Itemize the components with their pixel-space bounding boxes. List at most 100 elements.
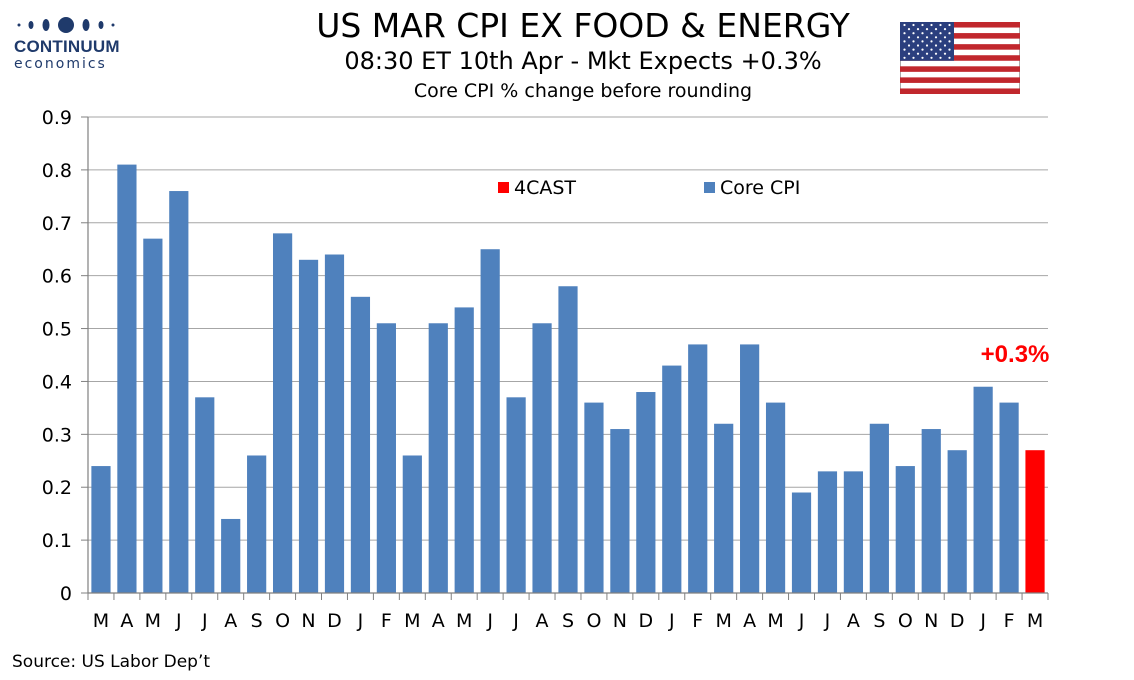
y-tick-label: 0.4 <box>42 371 72 393</box>
core-cpi-bar <box>688 344 708 593</box>
core-cpi-bar <box>195 397 215 593</box>
x-tick-label: S <box>873 610 885 632</box>
chart-title: US MAR CPI EX FOOD & ENERGY <box>316 6 850 45</box>
y-tick-label: 0.9 <box>42 107 72 129</box>
core-cpi-bar <box>584 402 604 593</box>
x-tick-label: M <box>93 610 109 632</box>
core-cpi-bar <box>117 164 137 593</box>
x-tick-label: A <box>120 610 133 632</box>
core-cpi-bar <box>350 296 371 593</box>
x-tick-label: A <box>536 610 549 632</box>
core-cpi-bar <box>247 455 267 593</box>
x-tick-label: M <box>145 610 161 632</box>
logo-dots-icon <box>17 17 115 33</box>
core-cpi-bar <box>324 254 345 593</box>
x-tick-label: M <box>767 610 783 632</box>
x-tick-label: A <box>743 610 756 632</box>
x-tick-label: N <box>301 610 315 632</box>
axes <box>81 116 1049 600</box>
y-tick-label: 0.3 <box>42 424 72 446</box>
core-cpi-bar <box>947 450 967 593</box>
x-tick-label: F <box>381 610 392 632</box>
forecast-callout-label: +0.3% <box>981 341 1050 368</box>
x-tick-label: J <box>175 610 182 632</box>
core-cpi-bar <box>506 397 526 593</box>
core-cpi-bar <box>636 392 656 593</box>
core-cpi-bar <box>817 471 838 593</box>
bars <box>91 164 1045 594</box>
us-flag-icon <box>900 22 1020 94</box>
x-tick-label: M <box>456 610 472 632</box>
y-tick-label: 0.2 <box>42 477 72 499</box>
legend-label-core-cpi: Core CPI <box>720 177 800 199</box>
x-tick-label: D <box>950 610 965 632</box>
x-tick-label: N <box>613 610 627 632</box>
x-tick-label: J <box>512 610 519 632</box>
core-cpi-bar <box>558 286 578 593</box>
y-tick-label: 0.8 <box>42 160 72 182</box>
x-tick-label: F <box>692 610 703 632</box>
annotations: +0.3% <box>981 341 1050 368</box>
core-cpi-bar <box>480 249 500 593</box>
x-tick-label: F <box>1004 610 1015 632</box>
x-tick-label: J <box>979 610 986 632</box>
x-tick-label: S <box>251 610 263 632</box>
x-tick-label: O <box>898 610 913 632</box>
core-cpi-bar <box>91 466 111 593</box>
x-tick-label: N <box>924 610 938 632</box>
core-cpi-bar <box>169 191 189 594</box>
core-cpi-bar <box>714 423 734 593</box>
core-cpi-bar <box>999 402 1019 593</box>
core-cpi-bar <box>869 423 889 593</box>
x-tick-label: J <box>668 610 675 632</box>
x-tick-label: S <box>562 610 574 632</box>
x-tick-label: M <box>1027 610 1043 632</box>
legend: 4CAST Core CPI <box>498 177 800 199</box>
core-cpi-bar <box>402 455 422 593</box>
y-tick-label: 0.5 <box>42 319 72 341</box>
core-cpi-bar <box>454 307 474 593</box>
continuum-economics-logo: CONTINUUM economics <box>14 14 134 72</box>
x-tick-label: M <box>715 610 731 632</box>
y-tick-label: 0.7 <box>42 213 72 235</box>
legend-label-4cast: 4CAST <box>514 177 576 199</box>
x-tick-label: D <box>327 610 342 632</box>
core-cpi-bar <box>143 238 163 593</box>
legend-swatch-core-cpi <box>704 182 715 193</box>
logo-word-continuum: CONTINUUM <box>14 37 120 56</box>
y-tick-label: 0.1 <box>42 530 72 552</box>
y-tick-label: 0.6 <box>42 266 72 288</box>
source-note: Source: US Labor Dep’t <box>12 652 211 672</box>
y-tick-label: 0 <box>60 583 72 605</box>
x-tick-label: O <box>275 610 290 632</box>
x-tick-label: J <box>486 610 493 632</box>
legend-swatch-4cast <box>498 182 509 193</box>
core-cpi-bar <box>895 466 915 593</box>
core-cpi-bar <box>921 429 941 593</box>
core-cpi-bar <box>973 386 993 593</box>
x-tick-label: A <box>224 610 237 632</box>
core-cpi-bar <box>298 259 319 593</box>
x-tick-label: J <box>798 610 805 632</box>
forecast-bar <box>1025 450 1045 593</box>
x-tick-label: A <box>432 610 445 632</box>
core-cpi-bar <box>532 323 552 593</box>
x-tick-label: O <box>586 610 601 632</box>
core-cpi-bar <box>272 233 293 593</box>
core-cpi-bar <box>376 323 396 593</box>
core-cpi-bar <box>428 323 448 593</box>
core-cpi-bar <box>221 518 241 593</box>
core-cpi-bar <box>610 429 630 593</box>
core-cpi-bar <box>765 402 786 593</box>
core-cpi-bar <box>843 471 864 593</box>
x-tick-label: J <box>357 610 364 632</box>
x-tick-label: J <box>824 610 831 632</box>
x-tick-label: A <box>847 610 860 632</box>
x-tick-label: M <box>404 610 420 632</box>
core-cpi-bar <box>740 344 760 593</box>
core-cpi-bar <box>791 492 812 593</box>
y-axis-tick-labels: 0 0.1 0.2 0.3 0.4 0.5 0.6 0.7 0.8 0.9 <box>42 107 72 605</box>
chart-subtitle: 08:30 ET 10th Apr - Mkt Expects +0.3% <box>344 47 822 75</box>
